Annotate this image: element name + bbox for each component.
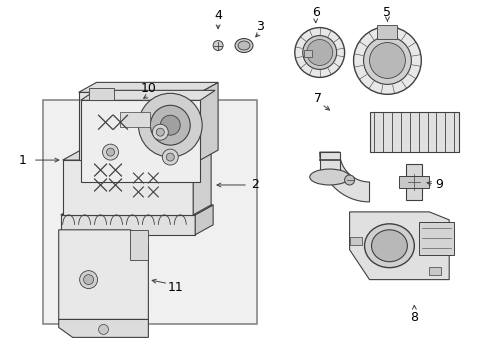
Polygon shape [62,160,193,215]
Bar [406,164,422,200]
Polygon shape [120,112,150,127]
Bar [377,24,397,39]
Circle shape [138,93,202,157]
Text: 5: 5 [383,6,391,19]
Ellipse shape [238,41,249,50]
Polygon shape [61,215,195,235]
Text: 6: 6 [311,6,319,19]
Circle shape [294,28,344,77]
Bar [303,50,311,58]
Polygon shape [81,100,200,182]
Polygon shape [193,150,211,215]
Polygon shape [369,112,458,152]
Text: 1: 1 [19,154,27,167]
Circle shape [369,42,405,78]
Polygon shape [200,82,218,160]
Ellipse shape [235,39,252,53]
Polygon shape [130,230,148,260]
Text: 9: 9 [434,179,442,192]
Polygon shape [79,92,200,160]
Bar [428,267,440,275]
Circle shape [80,271,98,289]
Bar [399,176,428,188]
Text: 11: 11 [167,281,183,294]
Bar [42,100,256,324]
Text: 10: 10 [140,82,156,95]
Text: 3: 3 [256,20,264,33]
Ellipse shape [371,230,407,262]
Circle shape [83,275,93,285]
Circle shape [162,149,178,165]
Polygon shape [195,205,213,235]
Circle shape [150,105,190,145]
Ellipse shape [364,224,413,268]
Ellipse shape [213,41,223,50]
Circle shape [156,128,164,136]
Polygon shape [81,90,215,100]
Polygon shape [59,319,148,337]
Circle shape [152,124,168,140]
Circle shape [160,115,180,135]
Polygon shape [62,150,211,160]
Ellipse shape [309,169,349,185]
Circle shape [106,148,114,156]
Polygon shape [61,205,213,215]
Polygon shape [319,152,339,177]
Polygon shape [59,230,148,319]
Circle shape [344,175,354,185]
Circle shape [302,36,336,69]
Circle shape [166,153,174,161]
Polygon shape [319,152,369,202]
Bar [349,237,361,245]
Circle shape [306,40,332,66]
Circle shape [363,37,410,84]
Circle shape [353,27,421,94]
Polygon shape [79,82,218,92]
Circle shape [99,324,108,334]
Polygon shape [419,222,453,255]
Text: 2: 2 [250,179,258,192]
Text: 4: 4 [214,9,222,22]
Bar [88,88,113,100]
Circle shape [102,144,118,160]
Text: 7: 7 [313,92,321,105]
Text: 8: 8 [409,311,418,324]
Polygon shape [349,212,448,280]
